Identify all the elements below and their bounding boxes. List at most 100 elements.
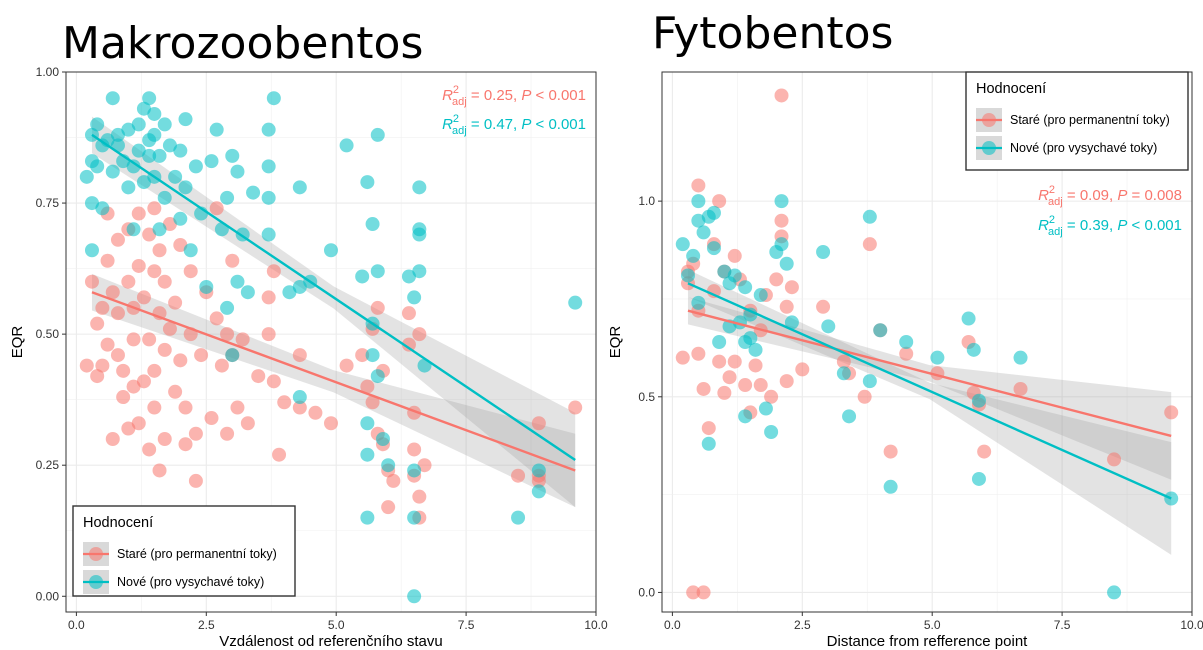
data-point [779,256,794,271]
data-point [738,280,753,295]
stat-text: = 0.47, [467,116,522,133]
fit-line-old [91,291,576,472]
data-point [795,362,810,377]
p-symbol: P [1117,217,1127,234]
data-point [412,227,427,242]
data-point [712,194,727,209]
stat-text: = 0.39, [1063,217,1118,234]
data-point [173,238,188,253]
data-point [168,384,183,399]
data-point [136,374,151,389]
subscript: adj [1048,226,1063,238]
data-point [753,288,768,303]
data-point [821,319,836,334]
data-point [738,378,753,393]
data-point [292,279,307,294]
x-tick-label: 5.0 [328,618,345,632]
x-tick-label: 2.5 [198,618,215,632]
data-point [188,159,203,174]
fit-line-new [687,282,1172,500]
data-point [188,426,203,441]
data-point [220,327,235,342]
data-point [417,458,432,473]
data-point [842,409,857,424]
data-point [407,442,422,457]
series-new [79,91,583,604]
legend-label-old: Staré (pro permanentní toky) [117,547,277,561]
data-point [126,222,141,237]
legend: Hodnocení Staré (pro permanentní toky) Nov… [965,71,1189,171]
data-point [292,348,307,363]
data-point [261,159,276,174]
data-point [84,243,99,258]
data-point [862,209,877,224]
data-point [225,253,240,268]
data-point [727,354,742,369]
data-point [95,201,110,216]
subscript: adj [452,125,467,137]
data-point [407,290,422,305]
data-point [407,589,422,604]
data-point [292,390,307,405]
data-point [407,463,422,478]
data-point [365,348,380,363]
data-point [401,269,416,284]
panel-border [65,71,597,613]
data-point [173,353,188,368]
data-point [691,194,706,209]
stat-text: = 0.25, [467,87,522,104]
data-point [360,416,375,431]
y-tick-label: 0.75 [36,196,60,210]
data-point [568,400,583,415]
data-point [691,295,706,310]
data-point [282,285,297,300]
fit-line-new [91,133,576,461]
data-point [696,225,711,240]
data-point [1107,452,1122,467]
data-point [131,258,146,273]
data-point [412,489,427,504]
data-point [204,154,219,169]
stat-annotation-new: R2 adj = 0.39, P < 0.001 [1038,214,1182,238]
superscript: 2 [453,84,459,96]
legend-label-new: Nové (pro vysychavé toky) [117,575,264,589]
data-point [110,348,125,363]
legend-key-point [89,575,103,589]
data-point [816,245,831,259]
data-point [407,510,422,525]
legend: Hodnocení Staré (pro permanentní toky) Nov… [72,505,296,597]
stat-annotation-old: R2 adj = 0.25, P < 0.001 [442,84,586,108]
data-point [168,169,183,184]
data-point [758,401,773,416]
data-point [220,426,235,441]
data-point [225,148,240,163]
data-point [784,315,799,330]
data-point [142,332,157,347]
data-point [157,431,172,446]
data-point [722,370,737,385]
data-point [381,458,396,473]
data-point [355,348,370,363]
data-point [178,180,193,195]
x-axis-label: Vzdálenost od referenčního stavu [219,633,442,650]
data-point [360,175,375,190]
data-point [355,269,370,284]
data-point [157,117,172,132]
data-point [701,421,716,436]
chart-title: Fytobentos [652,8,893,59]
x-tick-label: 7.5 [1054,618,1071,632]
data-point [152,222,167,237]
data-point [178,400,193,415]
legend-title: Hodnocení [976,81,1046,97]
r-squared-symbol: R [1038,187,1049,204]
data-point [116,390,131,405]
data-point [370,127,385,142]
data-point [157,342,172,357]
data-point [899,335,914,349]
data-point [142,91,157,106]
data-point [100,337,115,352]
data-point [230,400,245,415]
data-point [511,510,526,525]
x-tick-label: 5.0 [924,618,941,632]
data-point [147,106,162,121]
